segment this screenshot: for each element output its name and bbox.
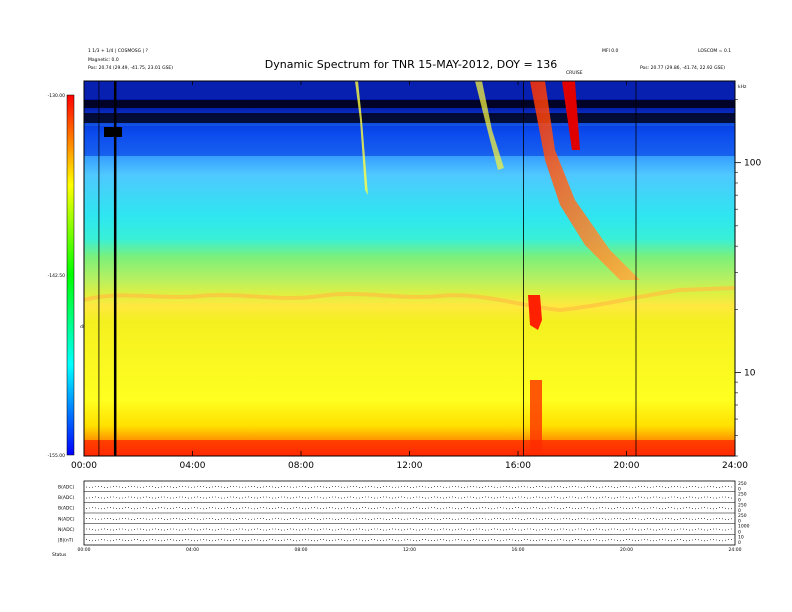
row-label: B(ADC) xyxy=(58,484,75,490)
burst-2 xyxy=(475,81,504,170)
unit-corner-label: kHz xyxy=(738,84,747,90)
burst-1 xyxy=(355,81,368,195)
burst-main xyxy=(530,81,640,280)
row-label: B(ADC) xyxy=(58,506,75,512)
dark-stripe-2 xyxy=(84,113,735,123)
status-label: Status xyxy=(52,552,67,558)
row-right-tick: 250 xyxy=(738,513,747,519)
cruise-label: CRUISE xyxy=(566,70,583,76)
header-left-line2: Magnetic: 0.0 xyxy=(88,57,119,63)
x-tick-label: 20:00 xyxy=(614,461,640,471)
row-label: N(ADC) xyxy=(58,527,75,533)
burst-core xyxy=(562,81,580,150)
row-label: N(ADC) xyxy=(58,516,75,522)
row-trace xyxy=(86,518,732,520)
row-trace xyxy=(86,539,732,542)
panel-x-tick-label: 24:00 xyxy=(729,547,742,553)
x-tick-label: 04:00 xyxy=(180,461,206,471)
x-tick-label: 24:00 xyxy=(722,461,748,471)
row-trace xyxy=(86,528,732,531)
y-tick-label: 10 xyxy=(744,368,756,378)
vertical-markers xyxy=(98,81,637,456)
band-ridge xyxy=(83,286,736,313)
colorbar-tick-label: -142.50 xyxy=(48,273,66,279)
panel-x-tick-label: 00:00 xyxy=(78,547,91,553)
row-label: B(ADC) xyxy=(58,495,75,501)
colorbar xyxy=(66,94,75,456)
housekeeping-panel: B(ADC)2500B(ADC)2500B(ADC)2500N(ADC)2500… xyxy=(58,480,750,553)
header-right-line3: Pos: 20.77 (29.86, -41.74, 22.92 GSE) xyxy=(640,65,725,71)
x-axis-ticks: 00:00 04:00 08:00 12:00 16:00 20:00 24:00 xyxy=(71,81,748,471)
x-tick-label: 08:00 xyxy=(288,461,314,471)
colorbar-ticks: -130.00 -142.50 -155.00 xyxy=(48,93,66,459)
row-right-tick: 0 xyxy=(738,529,741,535)
burst-low-2 xyxy=(530,380,542,455)
panel-x-tick-label: 04:00 xyxy=(186,547,199,553)
row-right-tick: 1000 xyxy=(738,524,750,530)
colorbar-tick-label: -155.00 xyxy=(48,453,66,459)
panel-x-tick-label: 08:00 xyxy=(295,547,308,553)
panel-x-tick-label: 16:00 xyxy=(512,547,525,553)
y-tick-label: 100 xyxy=(744,159,761,169)
chart-title: Dynamic Spectrum for TNR 15-MAY-2012, DO… xyxy=(265,58,557,71)
header-right-line2: LOSCOM = 0.1 xyxy=(698,48,731,54)
row-trace xyxy=(86,486,732,488)
burst-low-1 xyxy=(528,295,542,330)
header-left-line1: 1 1/3 + 1/4 | COSMOSG | ? xyxy=(88,48,148,54)
header-left-line3: Pos: 20.74 (29.49, -41.75, 23.01 GSE) xyxy=(88,65,173,71)
panel-x-tick-label: 12:00 xyxy=(403,547,416,553)
x-tick-label: 12:00 xyxy=(397,461,423,471)
colorbar-label: dB xyxy=(80,324,86,330)
x-tick-label: 00:00 xyxy=(71,461,97,471)
colorbar-tick-label: -130.00 xyxy=(48,93,66,99)
row-right-tick: 250 xyxy=(738,502,747,508)
bottom-band xyxy=(84,440,735,456)
row-label: |B|(nT) xyxy=(58,538,73,544)
row-trace xyxy=(86,496,732,499)
row-right-tick: 0 xyxy=(738,508,741,514)
y-axis-ticks: 10 100 xyxy=(735,99,761,457)
row-right-tick: 10 xyxy=(738,534,744,540)
blue-band xyxy=(84,126,735,156)
panel-x-tick-label: 20:00 xyxy=(620,547,633,553)
x-tick-label: 16:00 xyxy=(505,461,531,471)
row-right-tick: 250 xyxy=(738,492,747,498)
row-right-tick: 0 xyxy=(738,540,741,546)
row-right-tick: 0 xyxy=(738,519,741,525)
row-right-tick: 0 xyxy=(738,487,741,493)
spectrogram xyxy=(83,81,736,456)
data-gap-block xyxy=(104,127,122,137)
row-right-tick: 250 xyxy=(738,481,747,487)
header-right-line1: MFI 0.0 xyxy=(602,48,619,54)
row-right-tick: 0 xyxy=(738,497,741,503)
dark-stripe-1 xyxy=(84,100,735,108)
row-trace xyxy=(86,507,732,510)
